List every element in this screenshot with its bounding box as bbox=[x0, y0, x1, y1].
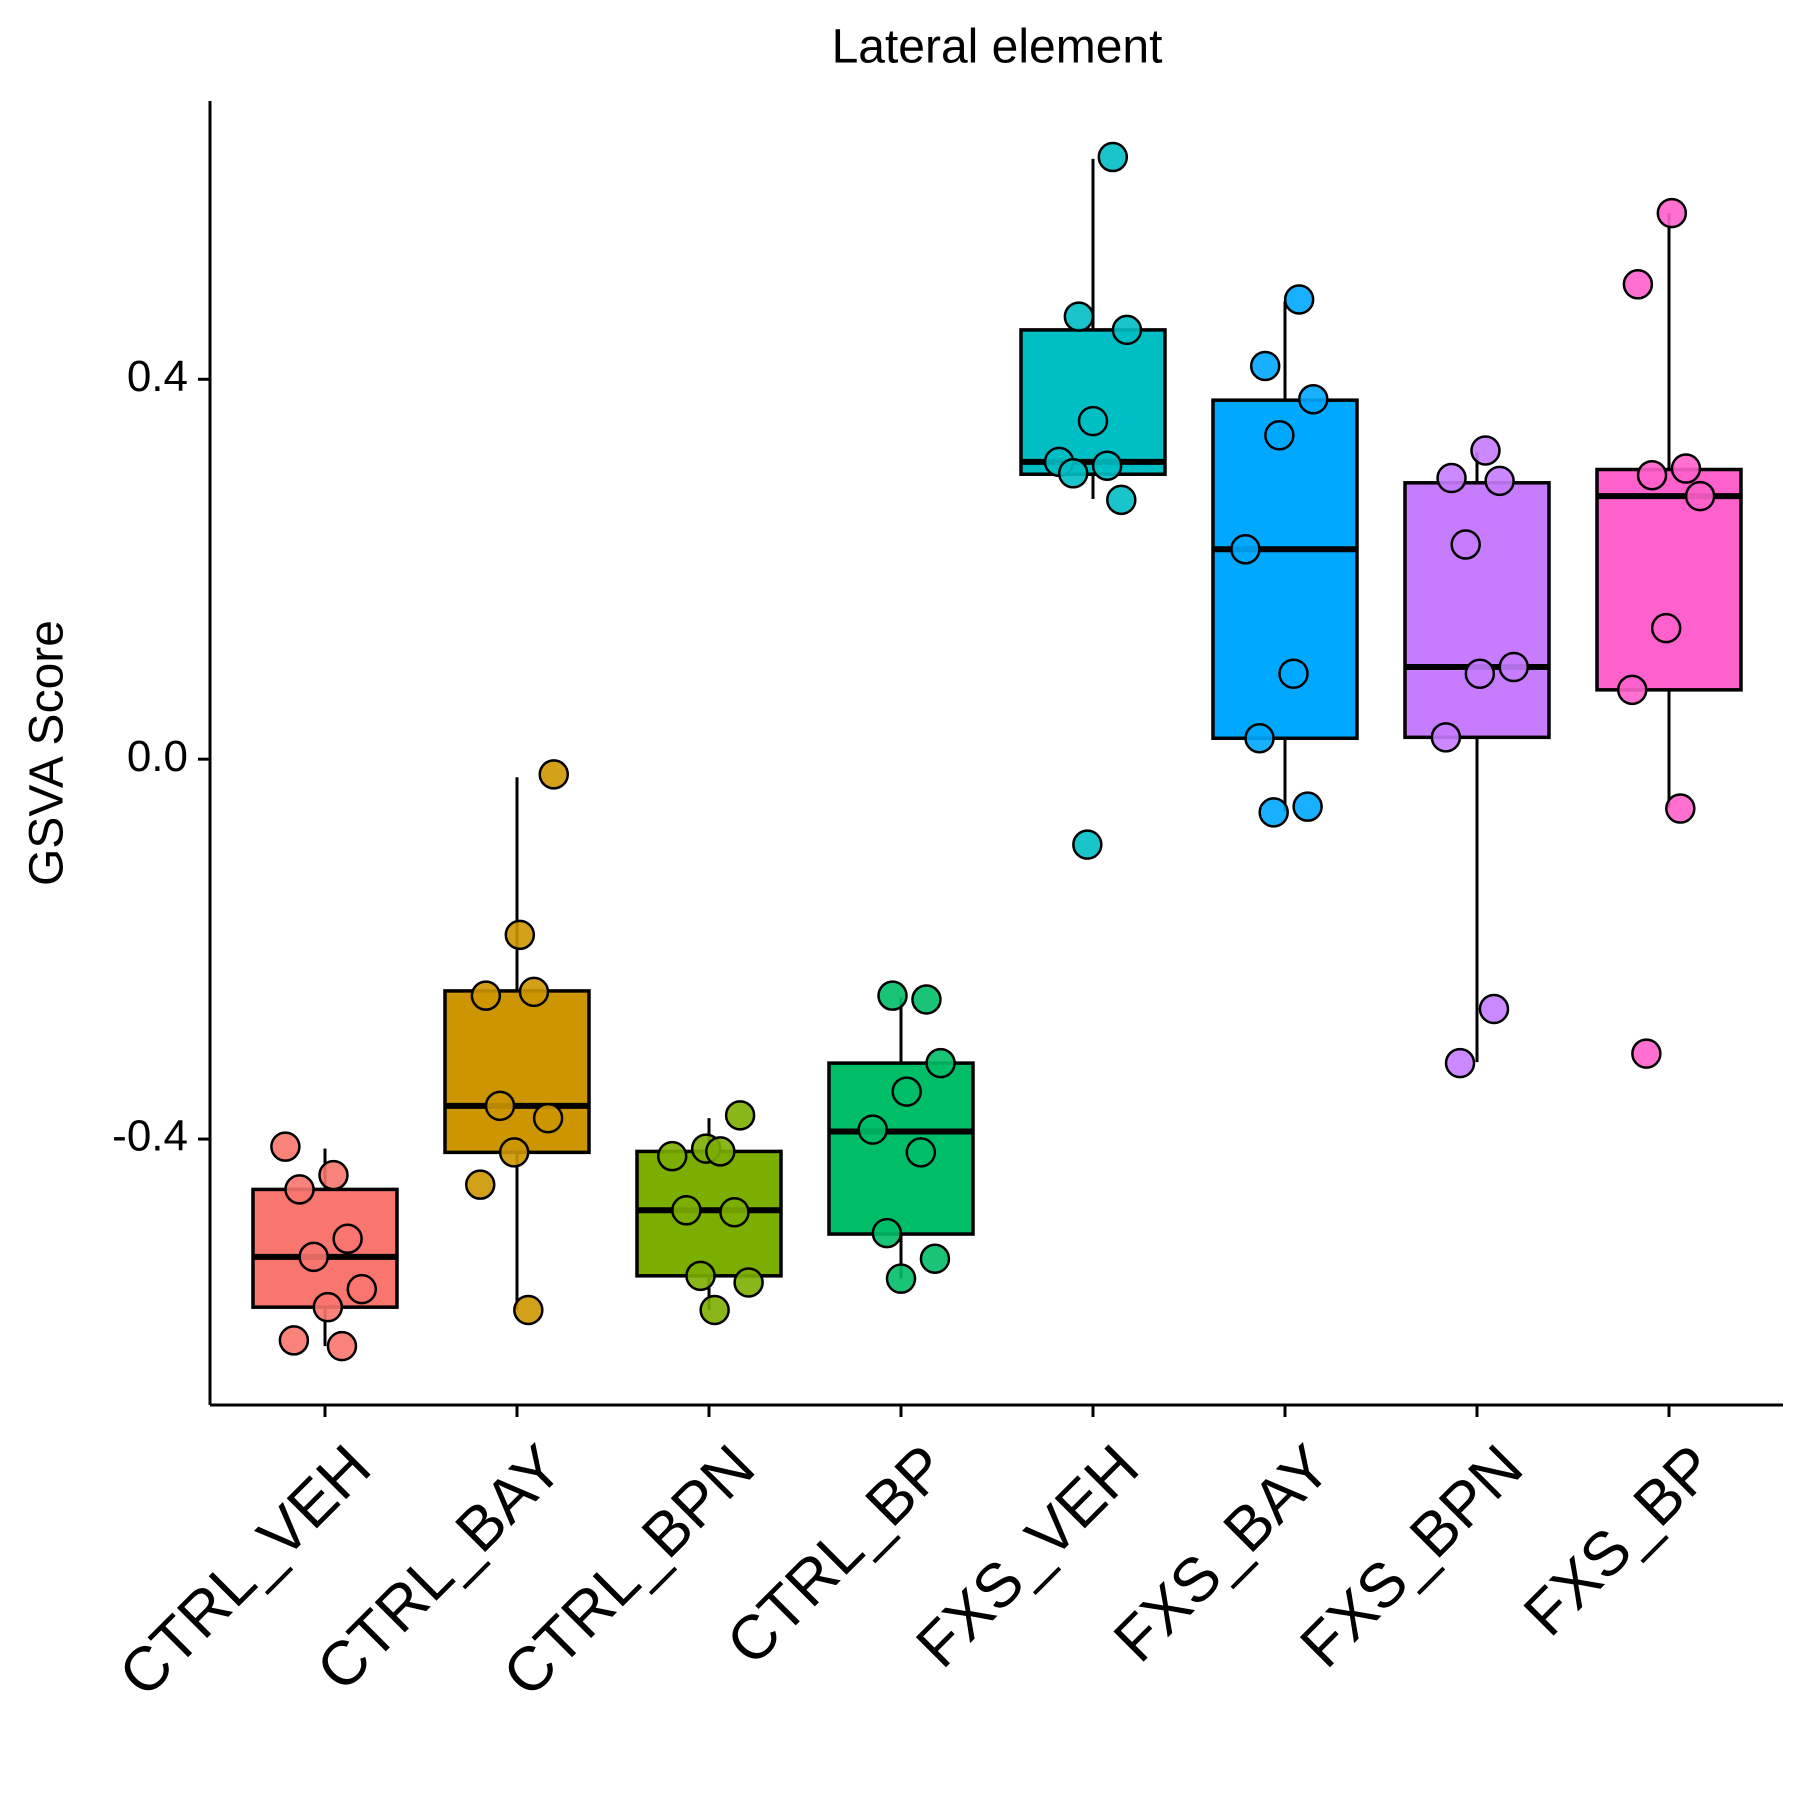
data-point bbox=[1077, 405, 1109, 437]
y-tick-label: 0.0 bbox=[127, 732, 188, 781]
data-point bbox=[1244, 723, 1275, 754]
y-tick-label: -0.4 bbox=[112, 1112, 188, 1161]
x-tick-label: FXS_BP bbox=[1511, 1432, 1728, 1649]
data-point bbox=[911, 984, 942, 1015]
data-point bbox=[1622, 269, 1654, 300]
data-point bbox=[705, 1136, 736, 1167]
data-point bbox=[484, 1090, 516, 1122]
y-axis-label: GSVA Score bbox=[21, 620, 74, 886]
data-point bbox=[318, 1159, 349, 1191]
data-point bbox=[1616, 674, 1648, 706]
data-point bbox=[1670, 453, 1702, 484]
data-point bbox=[298, 1241, 329, 1273]
data-point bbox=[1278, 658, 1309, 689]
data-point bbox=[1430, 722, 1462, 753]
data-point bbox=[1091, 450, 1123, 481]
data-point bbox=[1444, 1047, 1476, 1079]
box bbox=[1403, 481, 1551, 740]
data-point bbox=[905, 1137, 937, 1168]
box bbox=[1019, 328, 1167, 476]
data-point bbox=[1665, 793, 1696, 824]
data-point bbox=[532, 1102, 564, 1134]
data-point bbox=[724, 1100, 756, 1131]
box bbox=[635, 1149, 783, 1278]
data-point bbox=[719, 1196, 750, 1228]
data-point bbox=[885, 1263, 917, 1294]
data-point bbox=[1283, 284, 1315, 315]
data-point bbox=[925, 1047, 956, 1079]
data-point bbox=[1436, 462, 1467, 494]
data-point bbox=[1230, 534, 1261, 565]
data-point bbox=[312, 1291, 344, 1323]
data-point bbox=[504, 919, 536, 951]
box bbox=[1211, 398, 1359, 741]
data-point bbox=[1264, 420, 1295, 451]
data-point bbox=[284, 1174, 315, 1205]
data-point bbox=[733, 1267, 764, 1298]
data-point bbox=[1636, 459, 1668, 491]
box bbox=[1595, 467, 1743, 692]
chart-title: Lateral element bbox=[832, 21, 1163, 74]
data-point bbox=[656, 1140, 688, 1172]
data-point bbox=[1072, 829, 1103, 860]
y-tick-label: 0.4 bbox=[127, 352, 188, 401]
data-point bbox=[513, 1294, 544, 1326]
data-point bbox=[871, 1217, 903, 1249]
data-point bbox=[1684, 480, 1716, 512]
data-point bbox=[1249, 350, 1281, 382]
data-point bbox=[1484, 465, 1515, 497]
data-point bbox=[518, 976, 550, 1008]
data-point bbox=[470, 980, 502, 1011]
data-point bbox=[1292, 791, 1323, 822]
data-point bbox=[1470, 435, 1501, 466]
data-point bbox=[1057, 458, 1089, 489]
data-point bbox=[332, 1223, 363, 1255]
data-point bbox=[891, 1076, 922, 1107]
data-point bbox=[326, 1330, 358, 1362]
data-point bbox=[538, 759, 570, 790]
data-point bbox=[1650, 612, 1682, 644]
data-point bbox=[1111, 314, 1143, 346]
data-point bbox=[346, 1273, 378, 1305]
data-point bbox=[278, 1325, 310, 1356]
data-point bbox=[270, 1131, 301, 1162]
data-point bbox=[685, 1260, 716, 1292]
data-point bbox=[1097, 141, 1129, 173]
data-point bbox=[919, 1243, 951, 1274]
data-point bbox=[1063, 301, 1095, 332]
data-point bbox=[1298, 383, 1329, 415]
data-point bbox=[671, 1195, 702, 1226]
data-point bbox=[1450, 529, 1481, 560]
data-point bbox=[857, 1114, 888, 1145]
data-point bbox=[1498, 651, 1530, 683]
data-point bbox=[1631, 1038, 1662, 1069]
data-point bbox=[1464, 658, 1496, 689]
data-point bbox=[1106, 484, 1137, 516]
data-point bbox=[699, 1294, 730, 1326]
data-point bbox=[498, 1137, 530, 1168]
data-point bbox=[877, 980, 908, 1011]
data-point bbox=[1258, 797, 1289, 828]
box bbox=[443, 989, 591, 1155]
data-point bbox=[1656, 197, 1688, 229]
data-point bbox=[464, 1169, 496, 1200]
data-point bbox=[1478, 993, 1510, 1025]
